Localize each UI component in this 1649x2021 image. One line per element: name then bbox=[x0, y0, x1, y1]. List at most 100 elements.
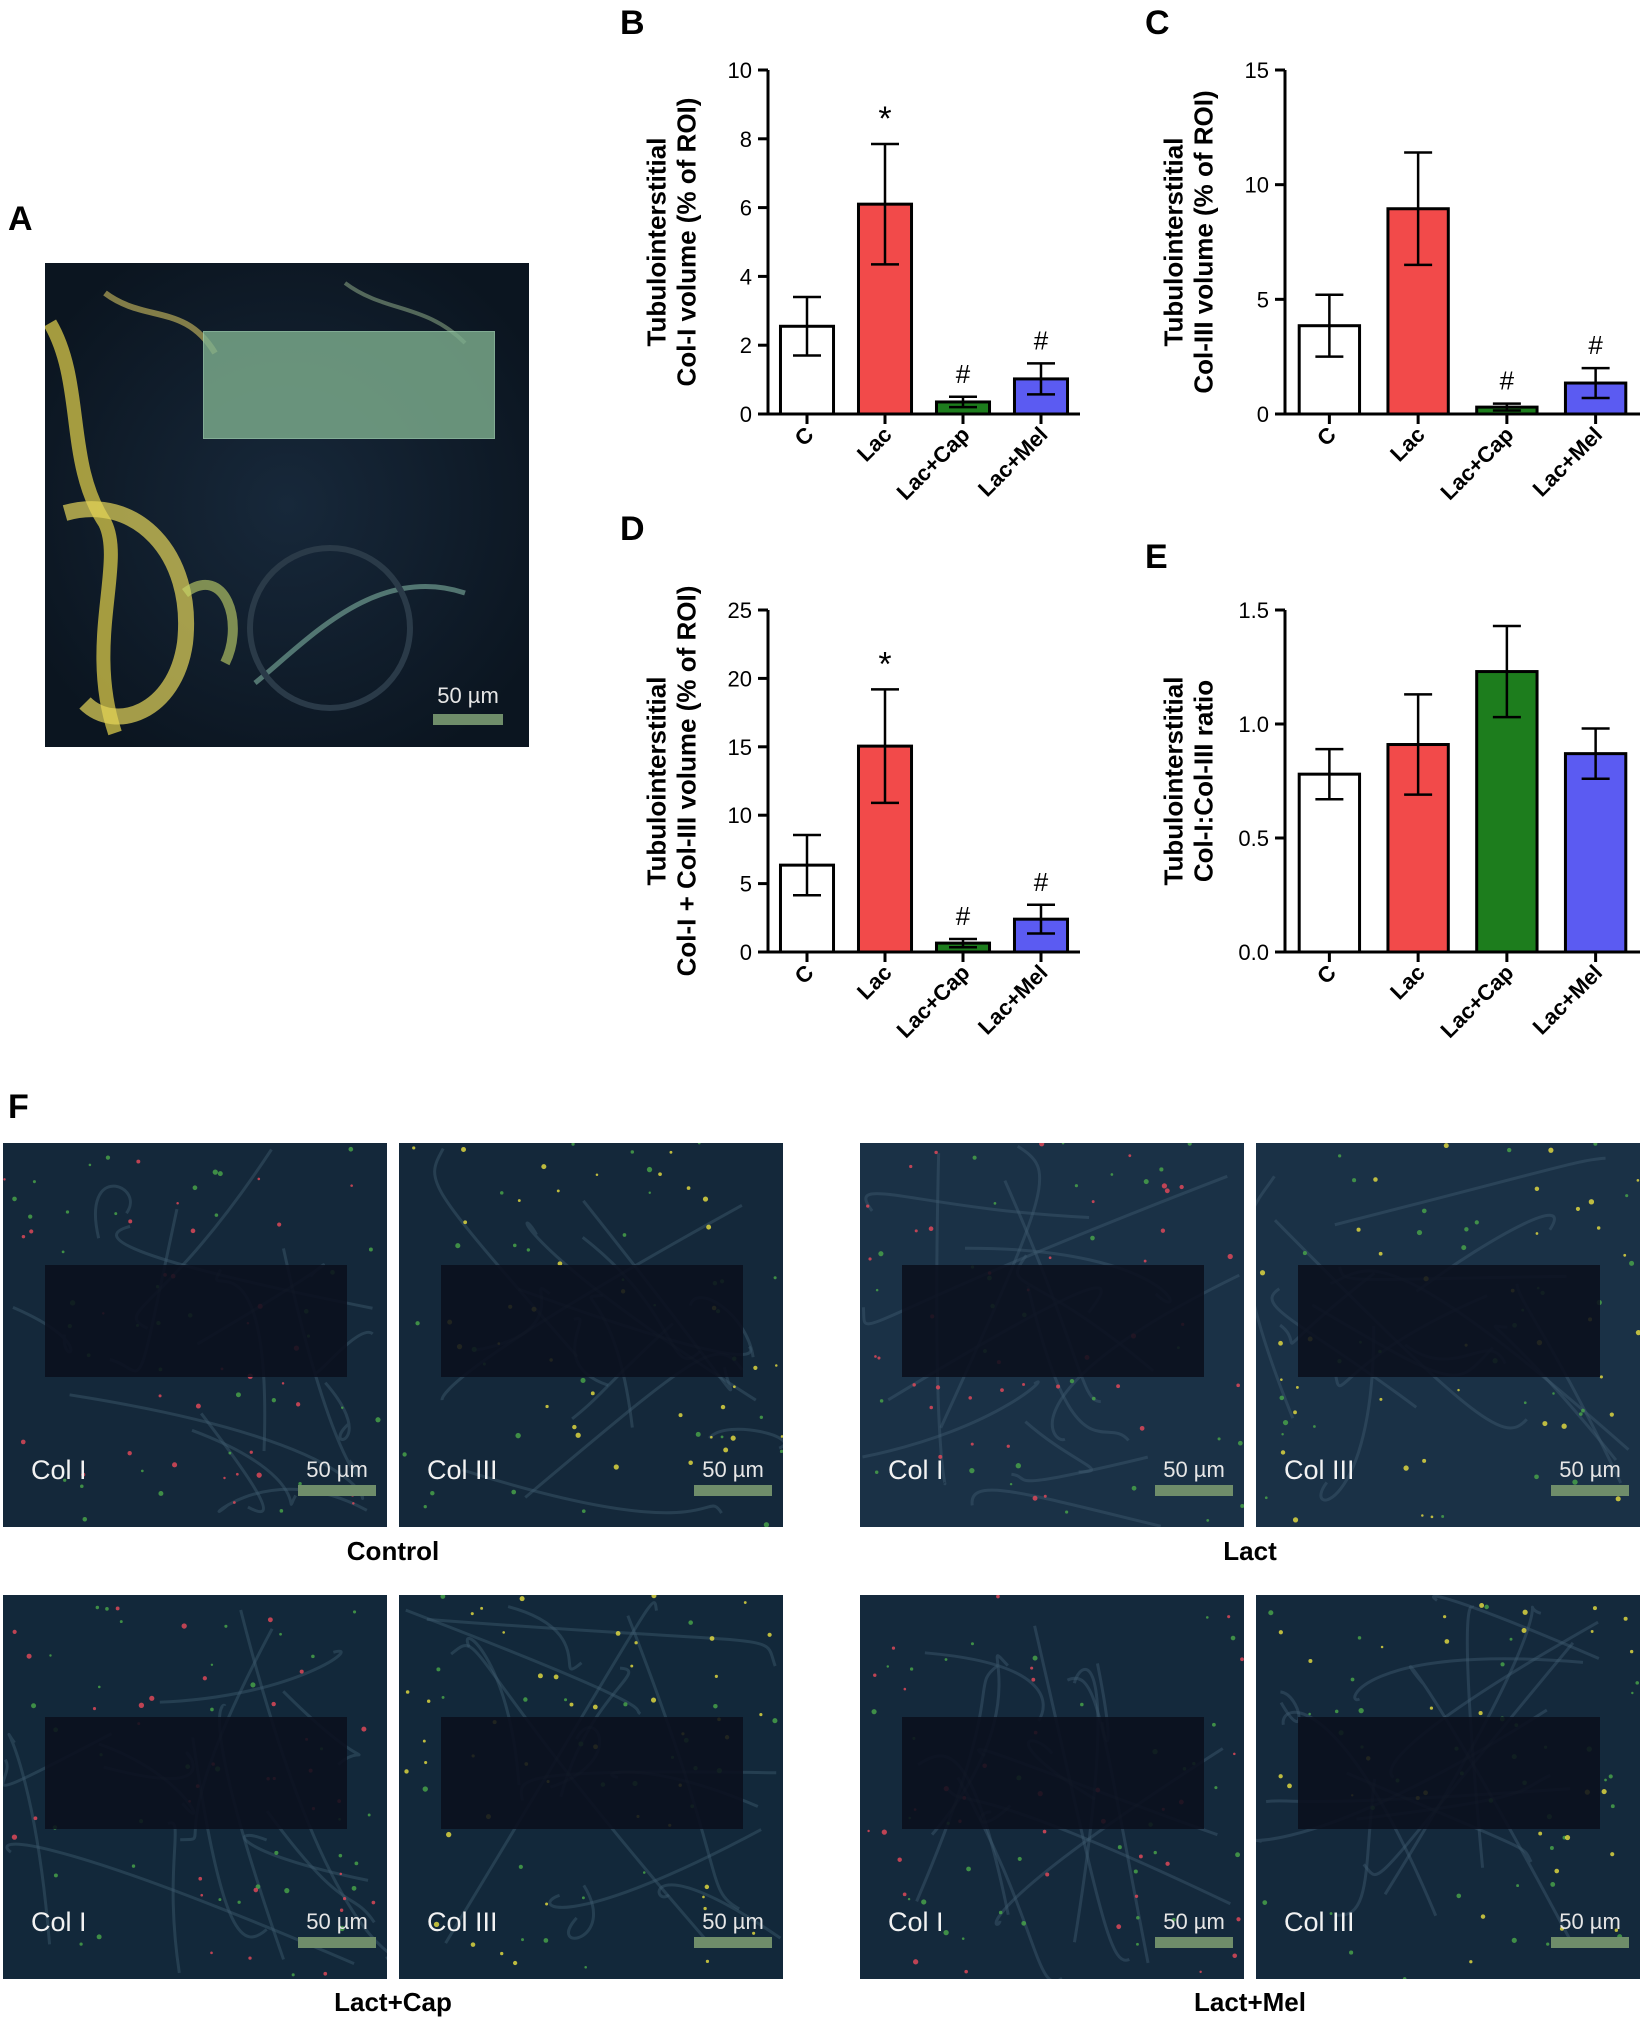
scale-bar-label: 50 µm bbox=[1163, 1457, 1225, 1482]
tissue-fiber bbox=[548, 1828, 762, 1909]
fluorescence-speck bbox=[1264, 1496, 1268, 1500]
fluorescence-speck bbox=[1635, 1330, 1640, 1336]
fluorescence-speck bbox=[1117, 1845, 1122, 1850]
fluorescence-speck bbox=[686, 1186, 691, 1190]
fluorescence-speck bbox=[523, 1697, 528, 1702]
scale-bar-label: 50 µm bbox=[702, 1457, 764, 1482]
tissue-fiber bbox=[970, 1488, 1162, 1527]
fluorescence-speck bbox=[339, 1872, 343, 1876]
fluorescence-speck bbox=[1227, 1615, 1231, 1619]
fluorescence-speck bbox=[371, 1900, 376, 1905]
tissue-fiber bbox=[924, 1651, 1045, 1722]
fluorescence-speck bbox=[128, 1219, 133, 1224]
fluorescence-speck bbox=[1227, 1253, 1233, 1260]
fluorescence-speck bbox=[424, 1760, 428, 1765]
x-tick-label-B-C: C bbox=[790, 422, 819, 451]
fluorescence-speck bbox=[557, 1261, 563, 1267]
tissue-fiber bbox=[159, 1649, 343, 1704]
fluorescence-speck bbox=[256, 1472, 262, 1478]
roi-rectangle bbox=[1298, 1265, 1600, 1377]
fluorescence-speck bbox=[1021, 1920, 1027, 1926]
fluorescence-speck bbox=[891, 1646, 896, 1650]
tissue-fiber bbox=[242, 1833, 369, 1882]
fluorescence-speck bbox=[1136, 1915, 1140, 1920]
fluorescence-speck bbox=[461, 1147, 467, 1152]
fluorescence-speck bbox=[1614, 1928, 1619, 1932]
fluorescence-speck bbox=[713, 1703, 718, 1709]
fluorescence-speck bbox=[517, 1199, 521, 1202]
fluorescence-speck bbox=[541, 1164, 547, 1170]
fluorescence-speck bbox=[53, 1873, 58, 1878]
y-axis-label-D: TubulointerstitialCol-I + Col-III volume… bbox=[641, 586, 701, 977]
fluorescence-speck bbox=[935, 1385, 941, 1390]
fluorescence-speck bbox=[433, 1921, 440, 1928]
fluorescence-speck bbox=[1015, 1463, 1022, 1469]
x-tick-label-D-C: C bbox=[790, 960, 819, 989]
roi-rectangle bbox=[441, 1265, 743, 1377]
fluorescence-speck bbox=[912, 1383, 916, 1387]
fluorescence-speck bbox=[210, 1663, 214, 1667]
fluorescence-speck bbox=[970, 1442, 974, 1446]
chart-D: 0 5 10 15 20 25 TubulointerstitialCol-I + Col-… bbox=[641, 586, 1080, 1043]
fluorescence-speck bbox=[192, 1185, 198, 1191]
x-tick-label-C-Lac+Cap: Lac+Cap bbox=[1435, 422, 1518, 505]
fluorescence-speck bbox=[1039, 1143, 1045, 1147]
fluorescence-speck bbox=[1048, 1256, 1052, 1260]
panel-letter-f: F bbox=[8, 1088, 29, 1126]
fluorescence-speck bbox=[1074, 1184, 1079, 1188]
fluorescence-speck bbox=[1474, 1220, 1479, 1225]
fluorescence-speck bbox=[921, 1899, 927, 1905]
fluorescence-speck bbox=[158, 1490, 164, 1496]
fluorescence-speck bbox=[571, 1143, 575, 1146]
fluorescence-speck bbox=[190, 1228, 196, 1234]
fluorescence-speck bbox=[350, 1184, 353, 1187]
y-axis-label-B: TubulointerstitialCol-I volume (% of ROI… bbox=[641, 98, 701, 387]
roi-rectangle bbox=[1298, 1717, 1600, 1829]
scale-bar bbox=[1551, 1937, 1629, 1948]
fluorescence-speck bbox=[1479, 1603, 1485, 1608]
fluorescence-speck bbox=[217, 1171, 223, 1177]
fluorescence-speck bbox=[772, 1718, 778, 1724]
fluorescence-speck bbox=[1116, 1384, 1121, 1389]
fluorescence-speck bbox=[1610, 1804, 1615, 1809]
stain-label: Col I bbox=[31, 1455, 87, 1485]
panel-a-roi-rectangle bbox=[203, 331, 495, 439]
y-tick-label-D: 20 bbox=[728, 666, 752, 691]
fluorescence-speck bbox=[210, 1707, 214, 1712]
fluorescence-speck bbox=[710, 1435, 713, 1439]
fluorescence-speck bbox=[1534, 1474, 1539, 1480]
fluorescence-speck bbox=[232, 1501, 236, 1504]
fluorescence-speck bbox=[1461, 1245, 1467, 1251]
fluorescence-speck bbox=[688, 1460, 693, 1466]
fluorescence-speck bbox=[1379, 1397, 1383, 1401]
panel-letter-d: D bbox=[620, 510, 645, 548]
fluorescence-speck bbox=[886, 1665, 890, 1668]
fluorescence-speck bbox=[1329, 1912, 1333, 1915]
fluorescence-speck bbox=[1143, 1259, 1147, 1263]
fluorescence-speck bbox=[897, 1857, 902, 1862]
fluorescence-speck bbox=[714, 1674, 718, 1678]
fluorescence-speck bbox=[903, 1687, 907, 1691]
fluorescence-speck bbox=[961, 1937, 965, 1940]
micrograph-Lact-Col I: Col I 50 µm bbox=[860, 1143, 1244, 1527]
fluorescence-speck bbox=[1522, 1609, 1528, 1615]
fluorescence-speck bbox=[556, 1189, 560, 1193]
tissue-fiber bbox=[1431, 1595, 1600, 1660]
fluorescence-speck bbox=[455, 1243, 461, 1249]
fluorescence-speck bbox=[526, 1248, 531, 1252]
fluorescence-speck bbox=[138, 1702, 145, 1708]
fluorescence-speck bbox=[580, 1377, 586, 1383]
fluorescence-speck bbox=[730, 1435, 736, 1441]
bar-E-C bbox=[1297, 772, 1362, 954]
fluorescence-speck bbox=[500, 1191, 504, 1195]
fluorescence-speck bbox=[521, 1938, 524, 1942]
fluorescence-speck bbox=[1233, 1752, 1236, 1756]
fluorescence-speck bbox=[709, 1636, 715, 1641]
roi-rectangle bbox=[902, 1265, 1204, 1377]
x-tick-label-E-Lac: Lac bbox=[1385, 960, 1429, 1004]
fluorescence-speck bbox=[1236, 1917, 1241, 1922]
fluorescence-speck bbox=[271, 1701, 276, 1707]
y-axis-label-line2-D: Col-I + Col-III volume (% of ROI) bbox=[671, 586, 701, 977]
fluorescence-speck bbox=[470, 1612, 474, 1616]
fluorescence-speck bbox=[1032, 1495, 1038, 1501]
